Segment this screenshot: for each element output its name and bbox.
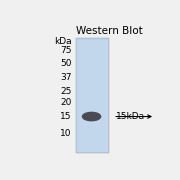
Ellipse shape xyxy=(82,112,101,121)
Text: 50: 50 xyxy=(60,59,71,68)
Bar xyxy=(76,38,109,153)
Text: Western Blot: Western Blot xyxy=(76,26,142,36)
Text: 75: 75 xyxy=(60,46,71,55)
Text: 37: 37 xyxy=(60,73,71,82)
Text: 15: 15 xyxy=(60,112,71,121)
Text: 15kDa: 15kDa xyxy=(116,112,145,121)
Bar xyxy=(77,40,108,152)
Text: 10: 10 xyxy=(60,129,71,138)
Text: 25: 25 xyxy=(60,87,71,96)
Text: kDa: kDa xyxy=(54,37,71,46)
Text: 20: 20 xyxy=(60,98,71,107)
